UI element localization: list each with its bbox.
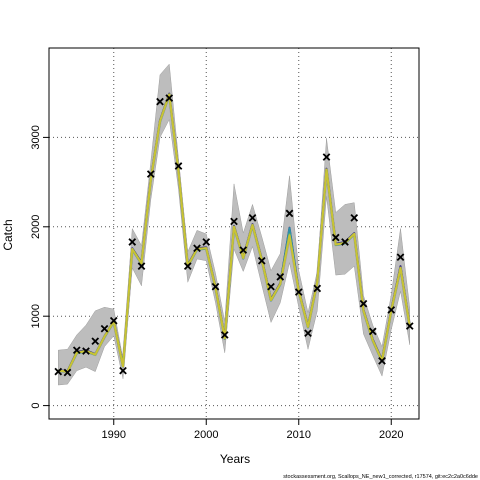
estimate-line-6 (58, 93, 411, 373)
observed-point (183, 262, 192, 270)
x-axis-title: Years (220, 452, 250, 466)
footnote: stockassessment.org, Scallops_NE_new1_co… (283, 474, 478, 480)
confidence-band-area (58, 63, 410, 386)
x-tick-label: 2010 (287, 429, 311, 441)
observed-point-stroke-b (174, 162, 183, 170)
y-tick-label: 1000 (30, 304, 42, 328)
observed-point-stroke-b (313, 284, 322, 293)
observed-point (350, 214, 359, 222)
observed-point (294, 288, 303, 296)
y-tick-label: 2000 (30, 215, 42, 239)
observed-point (211, 282, 220, 291)
observed-point-stroke-b (368, 327, 377, 336)
observed-markers (54, 94, 414, 377)
observed-point-stroke-b (405, 322, 414, 330)
observed-point (405, 322, 414, 330)
observed-point (202, 238, 211, 246)
observed-point-stroke-b (183, 262, 192, 270)
observed-point (239, 246, 248, 254)
x-tick-label: 2020 (379, 429, 403, 441)
observed-point (396, 253, 405, 262)
observed-point-stroke-b (350, 214, 359, 222)
observed-point (174, 162, 183, 170)
observed-point-stroke-b (109, 316, 118, 325)
y-axis-title: Catch (1, 219, 15, 250)
observed-point-stroke-b (165, 94, 174, 102)
plot-frame (48, 47, 420, 420)
observed-point (156, 97, 164, 106)
observed-point-stroke-b (128, 238, 137, 246)
observed-point-stroke-b (91, 337, 100, 346)
observed-point-stroke-b (387, 306, 396, 314)
observed-point-stroke-b (202, 238, 211, 246)
observed-point (193, 244, 201, 253)
observed-point (387, 306, 396, 314)
observed-point (91, 337, 100, 346)
x-axis: 1990 2000 2010 2020 (102, 419, 403, 441)
observed-point (248, 214, 257, 222)
confidence-band (58, 63, 410, 386)
observed-point (128, 238, 137, 246)
observed-point (322, 153, 331, 161)
observed-point-stroke-b (331, 233, 340, 242)
x-tick-label: 2000 (194, 429, 218, 441)
observed-point-stroke-b (220, 331, 229, 339)
observed-point (100, 324, 109, 333)
observed-point (109, 316, 118, 325)
observed-point (137, 262, 146, 270)
observed-point (63, 368, 72, 377)
observed-point-stroke-b (156, 97, 164, 106)
observed-point (304, 329, 312, 338)
observed-point (257, 256, 266, 265)
observed-point-stroke-b (341, 238, 349, 246)
estimate-lines (58, 92, 412, 374)
observed-point-stroke-b (359, 299, 368, 308)
y-axis: 0 1000 2000 3000 (30, 125, 49, 409)
observed-point (165, 94, 174, 102)
observed-point-stroke-b (304, 329, 312, 338)
observed-point (82, 347, 90, 355)
observed-point (368, 327, 377, 336)
observed-point (230, 217, 238, 226)
observed-point (146, 170, 155, 178)
observed-point-stroke-b (285, 209, 294, 218)
observed-point-stroke-b (54, 367, 63, 376)
observed-point-stroke-b (322, 153, 331, 161)
observed-point (378, 357, 386, 365)
observed-point (220, 331, 229, 339)
observed-point-stroke-b (294, 288, 303, 296)
observed-point (285, 209, 294, 218)
observed-point (331, 233, 340, 242)
observed-point-stroke-b (63, 368, 72, 377)
observed-point-stroke-b (82, 347, 90, 355)
observed-point-stroke-b (378, 357, 386, 365)
observed-point-stroke-b (230, 217, 238, 226)
y-tick-label: 3000 (30, 125, 42, 149)
observed-point (72, 346, 81, 355)
observed-point (267, 282, 275, 291)
observed-point-stroke-b (248, 214, 257, 222)
observed-point (359, 299, 368, 308)
observed-point-stroke-b (193, 244, 201, 253)
x-tick-label: 1990 (102, 429, 126, 441)
y-tick-label: 0 (30, 403, 42, 409)
observed-point-stroke-b (146, 170, 155, 178)
observed-point-stroke-b (267, 282, 275, 291)
observed-point-stroke-b (100, 324, 109, 333)
observed-point-stroke-b (119, 366, 127, 375)
observed-point (313, 284, 322, 293)
observed-point (54, 367, 63, 376)
observed-point (341, 238, 349, 246)
observed-point-stroke-b (257, 256, 266, 265)
observed-point (119, 366, 127, 375)
observed-point-stroke-b (396, 253, 405, 262)
observed-point-stroke-b (276, 273, 285, 281)
observed-point-stroke-b (239, 246, 248, 254)
observed-point-stroke-b (211, 282, 220, 291)
observed-point (276, 273, 285, 281)
observed-point-stroke-b (137, 262, 146, 270)
observed-point-stroke-b (72, 346, 81, 355)
